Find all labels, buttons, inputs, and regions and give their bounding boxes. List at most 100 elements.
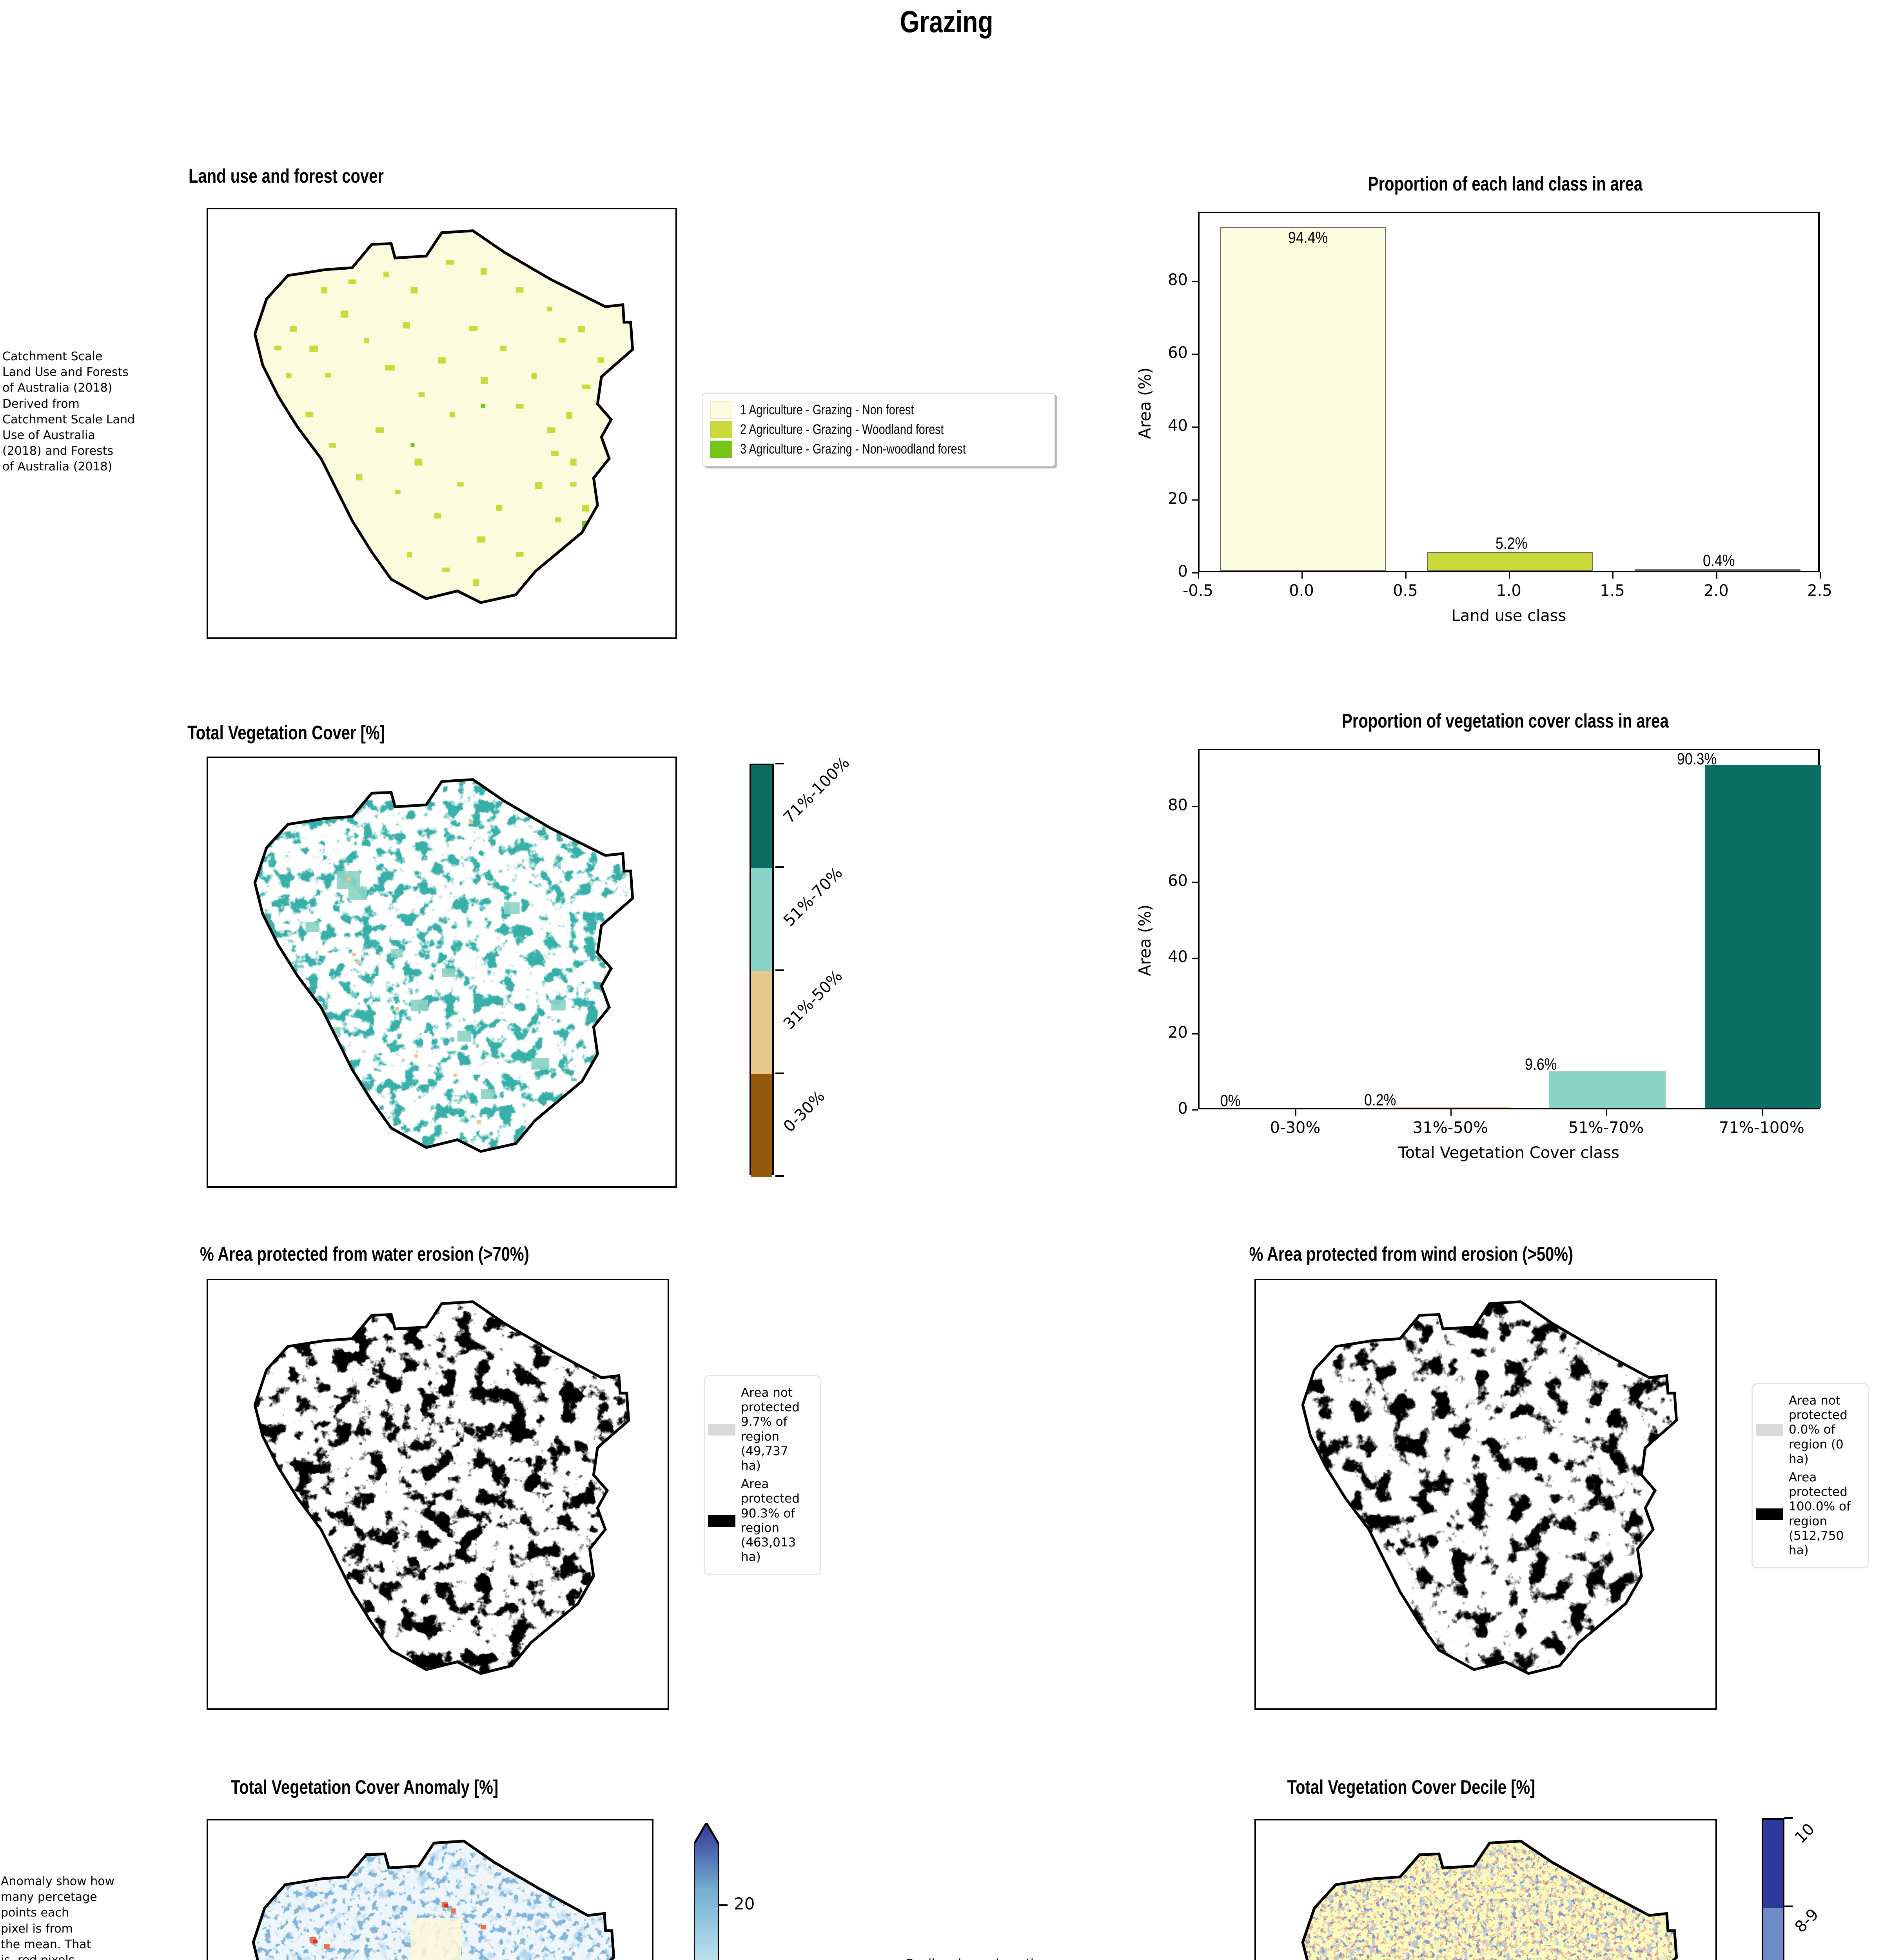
bar-landclass-2[interactable] [1635, 569, 1800, 571]
y-tick-mark [1192, 882, 1198, 883]
map-tick [267, 1709, 268, 1710]
bar-value-vegclass-1: 0.2% [1364, 1091, 1396, 1109]
x-tick-label: 1.0 [1496, 582, 1521, 600]
bar-value-landclass-1: 5.2% [1496, 534, 1528, 552]
veg-cover-map[interactable] [207, 757, 677, 1188]
water-erosion-map[interactable] [207, 1279, 669, 1710]
bar-value-vegclass-0: 0% [1220, 1091, 1241, 1110]
x-tick-mark [1612, 572, 1613, 579]
y-tick-label: 0 [1178, 563, 1188, 581]
bar-value-vegclass-3: 90.3% [1677, 750, 1717, 768]
legend-item: Area protected 90.3% of region (463,013 … [708, 1477, 816, 1564]
decile-title: Total Vegetation Cover Decile [%] [1287, 1776, 1535, 1798]
colorbar-seg-71-100 [751, 765, 772, 868]
legend-label: Area not protected 9.7% of region (49,73… [741, 1386, 800, 1473]
legend-item: 2 Agriculture - Grazing - Woodland fores… [710, 421, 1047, 438]
x-tick-label: 71%-100% [1719, 1119, 1804, 1137]
colorbar-seg-51-70 [751, 868, 772, 971]
map-tick [549, 638, 550, 639]
y-tick-label: 0 [1178, 1100, 1188, 1118]
y-tick-mark [1192, 354, 1198, 355]
veg-map-title: Total Vegetation Cover [%] [187, 722, 385, 744]
bar-value-landclass-0: 94.4% [1288, 228, 1328, 247]
x-tick-label: 31%-50% [1412, 1119, 1488, 1137]
map-tick [549, 1187, 550, 1188]
bar-landclass-0[interactable] [1220, 227, 1386, 571]
y-tick-mark [1192, 281, 1198, 282]
anomaly-map-canvas [252, 1840, 615, 1960]
page-title: Grazing [900, 4, 993, 39]
x-tick-label: 0.0 [1289, 582, 1314, 600]
landuse-map-note: Catchment Scale Land Use and Forests of … [2, 350, 135, 474]
y-tick-mark [1192, 958, 1198, 959]
bar-value-landclass-2: 0.4% [1703, 551, 1735, 570]
x-tick-mark [1820, 572, 1821, 579]
landclass-x-axis-label: Land use class [1451, 607, 1566, 625]
y-tick-mark [1192, 806, 1198, 807]
vegclass-x-axis-label: Total Vegetation Cover class [1398, 1144, 1619, 1162]
legend-swatch-protected [1756, 1508, 1783, 1520]
legend-item: Area not protected 0.0% of region (0 ha) [1756, 1394, 1864, 1466]
x-tick-mark [1198, 572, 1199, 579]
legend-item: 1 Agriculture - Grazing - Non forest [710, 401, 1047, 419]
landclass-bar-chart: Proportion of each land class in area Ar… [1121, 165, 1886, 674]
colorbar-label-31-50: 31%-50% [780, 967, 846, 1033]
x-tick-label: 0.5 [1393, 582, 1418, 600]
legend-item: Area not protected 9.7% of region (49,73… [708, 1386, 816, 1473]
water-erosion-map-canvas [253, 1300, 630, 1675]
wind-erosion-map[interactable] [1254, 1279, 1717, 1710]
decile-colorbar-label-8-9: 8-9 [1791, 1905, 1822, 1936]
bar-vegclass-2[interactable] [1549, 1071, 1666, 1108]
legend-label: 3 Agriculture - Grazing - Non-woodland f… [740, 441, 966, 457]
vegclass-chart-title: Proportion of vegetation cover class in … [1342, 710, 1669, 732]
x-tick-mark [1295, 1109, 1296, 1116]
legend-swatch-not-protected [1756, 1424, 1783, 1436]
legend-label: Area protected 90.3% of region (463,013 … [741, 1477, 800, 1564]
wind-erosion-title: % Area protected from wind erosion (>50%… [1249, 1243, 1574, 1265]
colorbar-tick [775, 866, 784, 868]
colorbar-seg-8-9 [1763, 1908, 1783, 1960]
wind-erosion-legend: Area not protected 0.0% of region (0 ha)… [1751, 1383, 1869, 1569]
decile-note: Deciles show where the pixel value lies … [906, 1956, 1074, 1960]
veg-cover-colorbar [750, 764, 774, 1177]
map-tick [1254, 1519, 1255, 1521]
water-erosion-title: % Area protected from water erosion (>70… [200, 1243, 529, 1265]
colorbar-label-51-70: 51%-70% [780, 864, 846, 930]
landuse-legend: 1 Agriculture - Grazing - Non forest 2 A… [702, 393, 1055, 466]
legend-label: 2 Agriculture - Grazing - Woodland fores… [740, 422, 944, 437]
x-tick-label: 2.5 [1807, 582, 1832, 600]
y-tick-label: 40 [1168, 948, 1188, 966]
colorbar-tick [719, 1904, 728, 1906]
bar-vegclass-3[interactable] [1705, 765, 1821, 1108]
landclass-plot-area [1198, 212, 1820, 572]
colorbar-tick [775, 1175, 784, 1177]
legend-swatch-non-woodland-forest [710, 441, 732, 458]
landuse-map[interactable] [207, 208, 677, 639]
decile-map-canvas [1301, 1840, 1678, 1960]
map-tick [1254, 1613, 1255, 1615]
legend-item: 3 Agriculture - Grazing - Non-woodland f… [710, 441, 1047, 458]
water-erosion-legend: Area not protected 9.7% of region (49,73… [704, 1375, 821, 1575]
x-tick-label: 0-30% [1270, 1119, 1321, 1137]
y-tick-mark [1192, 1033, 1198, 1034]
map-tick [267, 638, 268, 639]
bar-vegclass-1[interactable] [1394, 1107, 1510, 1108]
vegclass-bar-chart: Proportion of vegetation cover class in … [1121, 702, 1886, 1211]
bar-landclass-1[interactable] [1427, 552, 1593, 571]
landclass-chart-title: Proportion of each land class in area [1368, 173, 1643, 195]
legend-swatch-woodland-forest [710, 421, 732, 438]
bar-value-vegclass-2: 9.6% [1525, 1055, 1557, 1073]
y-tick-mark [1192, 572, 1198, 573]
legend-label: Area protected 100.0% of region (512,750… [1789, 1470, 1851, 1557]
anomaly-map[interactable] [207, 1819, 653, 1960]
decile-map[interactable] [1254, 1819, 1717, 1960]
map-tick [455, 1709, 456, 1710]
y-tick-label: 20 [1168, 1024, 1188, 1042]
x-tick-mark [1405, 572, 1407, 579]
y-tick-label: 40 [1168, 417, 1188, 435]
map-tick [361, 638, 362, 639]
vegclass-plot-area [1198, 749, 1821, 1109]
x-tick-mark [1450, 1109, 1452, 1116]
y-tick-mark [1192, 499, 1198, 501]
x-tick-mark [1509, 572, 1510, 579]
